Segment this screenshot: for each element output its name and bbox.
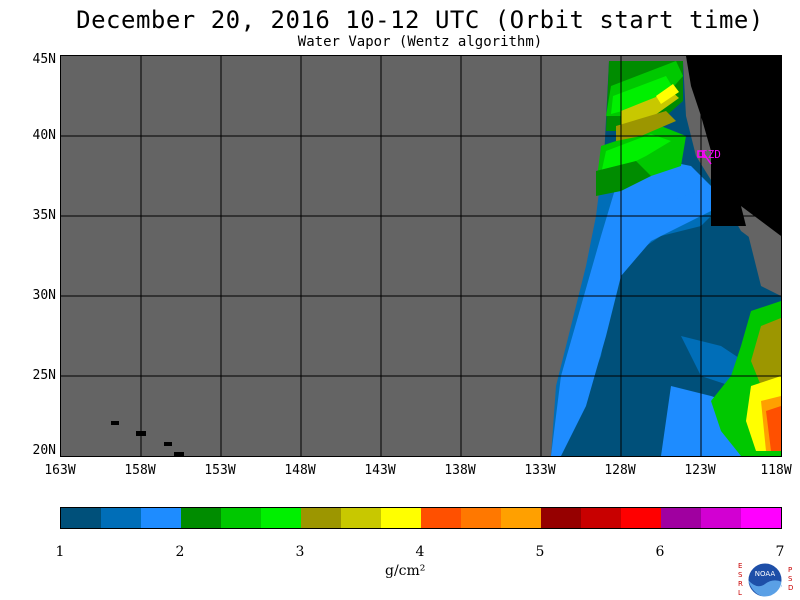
- colorbar-tick-5: 5: [535, 544, 545, 560]
- logo-left-l: L: [738, 589, 742, 597]
- lon-label-153w: 153W: [204, 463, 236, 478]
- colorbar-swatch: [661, 508, 701, 528]
- vapor-region-mid: [551, 166, 721, 456]
- logo-wave: [748, 580, 782, 598]
- colorbar-tick-2: 2: [175, 544, 185, 560]
- colorbar-swatch: [621, 508, 661, 528]
- colorbar-tick-7: 7: [775, 544, 785, 560]
- map-title: December 20, 2016 10-12 UTC (Orbit start…: [76, 6, 764, 34]
- logo-right-p: P: [788, 566, 792, 574]
- colorbar-tick-4: 4: [415, 544, 425, 560]
- colorbar-tick-6: 6: [655, 544, 665, 560]
- vapor-south-olive: [751, 318, 781, 391]
- colorbar-swatch: [141, 508, 181, 528]
- colorbar-swatch: [581, 508, 621, 528]
- vapor-south-red: [766, 406, 781, 451]
- lon-label-143w: 143W: [364, 463, 396, 478]
- colorbar-swatch: [341, 508, 381, 528]
- lat-label-45n: 45N: [32, 52, 56, 67]
- logo-ring: [747, 562, 783, 598]
- logo-right-s: S: [788, 575, 793, 583]
- water-vapor-map: CZD: [60, 55, 782, 457]
- vapor-band-north2-green: [601, 134, 671, 174]
- logo-left-r: R: [738, 580, 743, 588]
- lon-label-148w: 148W: [284, 463, 316, 478]
- graticule: [61, 56, 781, 456]
- colorbar-swatch: [541, 508, 581, 528]
- lat-label-40n: 40N: [32, 128, 56, 143]
- map-canvas: CZD: [61, 56, 781, 456]
- vapor-band-north-green: [611, 76, 673, 114]
- lat-label-35n: 35N: [32, 208, 56, 223]
- logo-right-d: D: [788, 584, 793, 592]
- colorbar-swatch: [261, 508, 301, 528]
- island-hawaii: [174, 452, 184, 456]
- vapor-band-north3: [596, 161, 651, 196]
- map-subtitle: Water Vapor (Wentz algorithm): [297, 34, 543, 50]
- land-baja: [741, 206, 781, 296]
- colorbar-unit: g/cm²: [385, 563, 426, 579]
- lon-label-163w: 163W: [44, 463, 76, 478]
- lon-label-133w: 133W: [524, 463, 556, 478]
- colorbar-swatch: [301, 508, 341, 528]
- colorbar-swatch: [741, 508, 781, 528]
- lat-label-30n: 30N: [32, 288, 56, 303]
- lat-label-25n: 25N: [32, 368, 56, 383]
- colorbar-swatch: [181, 508, 221, 528]
- colorbar-swatch: [61, 508, 101, 528]
- lon-label-128w: 128W: [604, 463, 636, 478]
- lon-label-138w: 138W: [444, 463, 476, 478]
- logo-noaa-text: NOAA: [755, 570, 776, 578]
- colorbar-swatch: [221, 508, 261, 528]
- lat-label-20n: 20N: [32, 443, 56, 458]
- vapor-band-north-yellow: [656, 84, 679, 104]
- vapor-band-north2-olive: [616, 111, 676, 141]
- colorbar-swatch: [501, 508, 541, 528]
- station-label: CZD: [701, 148, 721, 161]
- island-maui: [164, 442, 172, 446]
- colorbar-swatch: [381, 508, 421, 528]
- noaa-logo: E S R L P S D NOAA: [738, 562, 793, 598]
- lon-label-123w: 123W: [684, 463, 716, 478]
- logo-left-s: S: [738, 571, 743, 579]
- island-kauai: [111, 421, 119, 425]
- colorbar-tick-1: 1: [55, 544, 65, 560]
- colorbar-tick-3: 3: [295, 544, 305, 560]
- lon-label-118w: 118W: [760, 463, 792, 478]
- lon-label-158w: 158W: [124, 463, 156, 478]
- colorbar-swatch: [461, 508, 501, 528]
- colorbar: [60, 507, 782, 529]
- station-marker: [697, 150, 712, 165]
- logo-left-e: E: [738, 562, 742, 570]
- vapor-region-light: [551, 171, 721, 456]
- colorbar-swatch: [701, 508, 741, 528]
- colorbar-swatch: [421, 508, 461, 528]
- colorbar-swatch: [101, 508, 141, 528]
